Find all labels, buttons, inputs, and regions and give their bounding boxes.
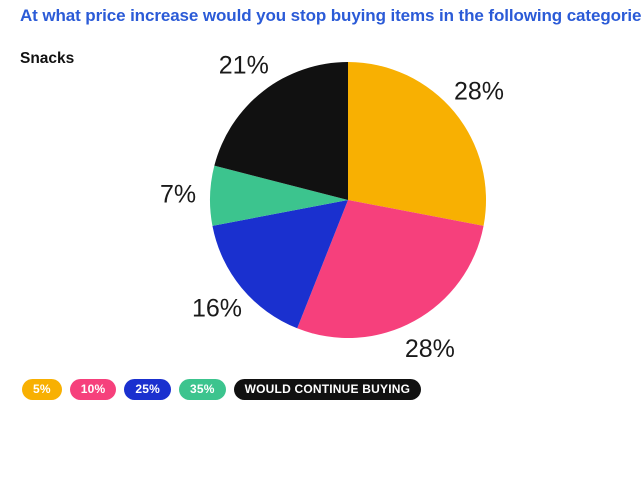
pie-slice-1 xyxy=(348,62,487,226)
slice-value-label: 28% xyxy=(405,335,455,363)
slice-value-label: 28% xyxy=(454,78,504,106)
slice-value-label: 7% xyxy=(160,181,196,209)
slice-value-label: 21% xyxy=(219,52,269,80)
pie-slice-5 xyxy=(214,62,348,200)
category-label: Snacks xyxy=(20,50,75,67)
pie-chart: 28% 28% 16% 7% 21% xyxy=(160,52,504,363)
legend-item: 5% xyxy=(22,379,62,400)
legend: 5% 10% 25% 35% WOULD CONTINUE BUYING xyxy=(22,379,422,400)
legend-item: 35% xyxy=(179,379,226,400)
question-title: At what price increase would you stop bu… xyxy=(20,6,642,25)
legend-item: 25% xyxy=(124,379,171,400)
pie-slice-4 xyxy=(209,165,348,226)
legend-item: WOULD CONTINUE BUYING xyxy=(233,379,422,400)
pie-slice-3 xyxy=(212,200,348,329)
legend-item: 10% xyxy=(69,379,117,400)
pie-slice-2 xyxy=(297,200,484,339)
slice-value-label: 16% xyxy=(192,294,242,322)
